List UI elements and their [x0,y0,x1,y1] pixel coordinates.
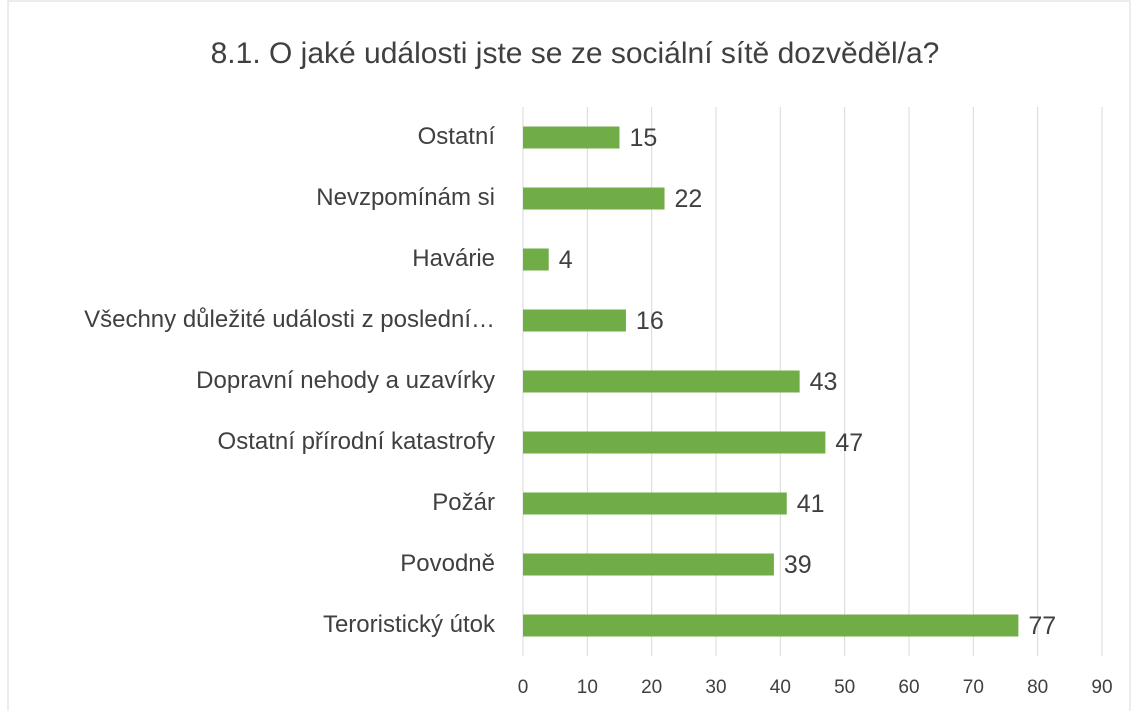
y-tick-label: Havárie [412,245,495,272]
value-label: 41 [797,490,825,518]
value-label: 16 [636,307,664,335]
y-tick-label: Teroristický útok [323,611,496,638]
y-tick-label: Všechny důležité události z poslední… [84,306,495,333]
x-tick-label: 50 [834,677,855,698]
x-tick-label: 30 [705,677,726,698]
bar [523,431,826,454]
bar [523,370,800,393]
y-tick-label: Povodně [400,550,495,577]
x-tick-label: 80 [1027,677,1048,698]
y-tick-label: Ostatní přírodní katastrofy [218,428,495,455]
x-tick-label: 10 [577,677,598,698]
bar [523,614,1019,637]
bar [523,126,620,149]
bar [523,309,626,332]
value-label: 77 [1028,612,1056,640]
bar [523,492,787,515]
value-label: 43 [810,368,838,396]
x-tick-label: 90 [1091,677,1112,698]
chart-title: 8.1. O jaké události jste se ze sociální… [211,37,940,70]
x-tick-label: 60 [898,677,919,698]
bar [523,187,665,210]
y-tick-label: Dopravní nehody a uzavírky [196,367,495,394]
y-tick-label: Ostatní [418,123,496,150]
value-label: 15 [630,124,658,152]
value-label: 39 [784,551,812,579]
x-tick-label: 70 [963,677,984,698]
chart-frame [7,0,1131,711]
x-tick-label: 0 [518,677,529,698]
y-tick-label: Požár [432,489,495,516]
value-label: 22 [675,185,703,213]
bar [523,553,774,576]
value-label: 4 [559,246,573,274]
y-tick-label: Nevzpomínám si [316,184,495,211]
x-tick-label: 40 [770,677,791,698]
bar [523,248,549,271]
value-label: 47 [835,429,863,457]
x-tick-label: 20 [641,677,662,698]
